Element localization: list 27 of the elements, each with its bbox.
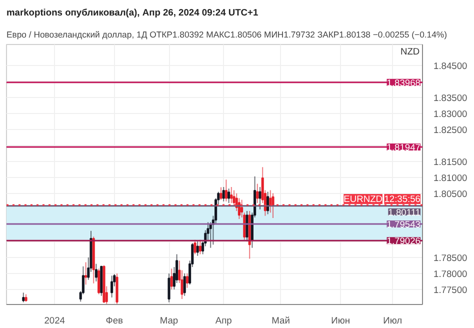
y-tick-label: 1.80500 [434, 188, 468, 199]
ref-line-label: 1.79543 [386, 220, 421, 230]
x-tick-label: Май [272, 316, 290, 326]
chart-subtitle: markoptions опубликовал(а), Апр 26, 2024 09:24 UTC+1 [6, 8, 258, 18]
y-tick-label: 1.81000 [434, 172, 468, 183]
annotation: 12:35:56 [384, 194, 420, 204]
ref-line-label: EURNZD [344, 194, 383, 204]
x-tick-label: Мар [160, 316, 178, 326]
y-tick-label: 1.83000 [434, 108, 468, 119]
y-tick-label: 1.77500 [434, 284, 468, 295]
ref-line-label: 1.83968 [386, 78, 421, 88]
y-tick-label: 1.84500 [434, 60, 468, 71]
x-tick-label: Июл [383, 316, 402, 326]
x-tick-label: Фев [106, 316, 124, 326]
y-tick-label: 1.78500 [434, 252, 468, 263]
y-axis-title: NZD [400, 46, 420, 56]
ref-line-label: 1.81947 [386, 142, 421, 153]
chart-title: Евро / Новозеландский доллар, 1Д ОТКР1.80392 МАКС1.80506 МИН1.79732 ЗАКР1.80138 −0.00255 (−0.14%) [6, 30, 448, 40]
ref-line-label: 1.79026 [386, 236, 421, 246]
y-tick-label: 1.78000 [434, 268, 468, 279]
y-tick-label: 1.83500 [434, 92, 468, 103]
ref-line-label: 1.80111 [388, 207, 421, 218]
x-tick-label: 2024 [44, 316, 65, 326]
y-tick-label: 1.81500 [434, 156, 468, 167]
y-tick-label: 1.82500 [434, 124, 468, 135]
x-tick-label: Апр [215, 316, 232, 326]
x-tick-label: Июн [331, 316, 350, 326]
